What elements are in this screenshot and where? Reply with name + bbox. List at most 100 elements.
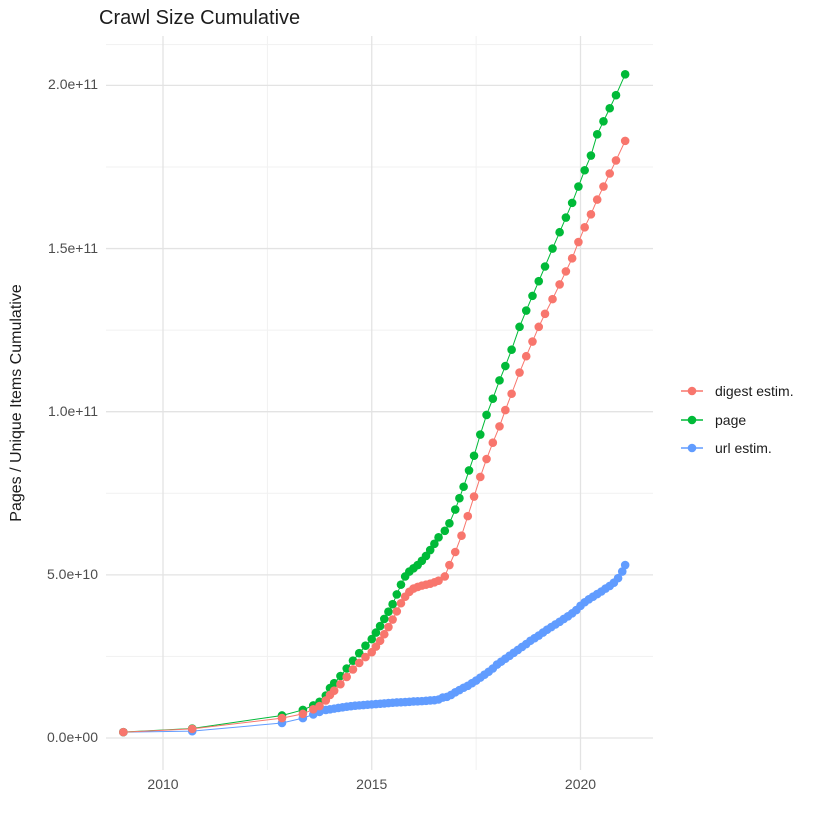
data-point bbox=[501, 361, 510, 371]
data-point bbox=[620, 70, 630, 79]
data-point bbox=[430, 539, 439, 549]
data-point bbox=[384, 607, 393, 617]
data-point bbox=[482, 454, 491, 464]
data-point bbox=[592, 195, 602, 204]
data-point bbox=[567, 198, 577, 208]
legend-key-dot bbox=[687, 386, 697, 396]
data-point bbox=[617, 567, 627, 576]
data-point bbox=[515, 322, 524, 332]
y-tick-label: 0.0e+00 bbox=[47, 729, 98, 745]
data-point bbox=[392, 590, 402, 599]
data-point bbox=[119, 727, 128, 737]
series-digest-estim bbox=[119, 136, 630, 737]
data-point bbox=[354, 648, 364, 658]
data-point bbox=[540, 309, 550, 319]
data-point bbox=[534, 322, 544, 332]
data-point bbox=[495, 422, 504, 431]
data-point bbox=[574, 237, 583, 247]
data-point bbox=[561, 213, 571, 222]
data-point bbox=[425, 545, 435, 555]
data-point bbox=[528, 337, 537, 346]
data-point bbox=[375, 621, 385, 631]
data-point bbox=[574, 182, 583, 191]
data-point bbox=[605, 169, 615, 178]
data-point bbox=[548, 294, 557, 304]
data-point bbox=[459, 482, 468, 492]
legend-key-icon bbox=[681, 415, 703, 425]
data-point bbox=[384, 622, 393, 632]
data-point bbox=[375, 636, 385, 646]
data-point bbox=[450, 505, 460, 514]
data-point bbox=[371, 628, 381, 637]
data-point bbox=[469, 451, 479, 461]
y-tick-label: 2.0e+11 bbox=[48, 76, 98, 93]
legend-key-dot bbox=[687, 443, 697, 453]
data-point bbox=[315, 701, 324, 711]
data-point bbox=[540, 262, 550, 271]
data-point bbox=[521, 306, 531, 315]
data-point bbox=[528, 291, 537, 301]
gridlines bbox=[106, 36, 653, 770]
data-point bbox=[445, 560, 454, 570]
data-point bbox=[440, 572, 450, 581]
x-tick-label: 2010 bbox=[147, 776, 179, 792]
data-point bbox=[476, 472, 485, 482]
data-point bbox=[613, 573, 623, 583]
data-point bbox=[495, 376, 504, 385]
data-point bbox=[450, 547, 460, 557]
data-point bbox=[396, 598, 406, 608]
data-point bbox=[586, 209, 596, 219]
data-point bbox=[476, 430, 485, 439]
legend-item-digest-estim: digest estim. bbox=[679, 377, 794, 406]
data-point bbox=[367, 634, 377, 644]
data-point bbox=[187, 724, 197, 734]
legend-key-dot bbox=[687, 415, 697, 425]
data-point bbox=[534, 276, 544, 286]
data-point bbox=[555, 280, 564, 289]
legend-item-label: digest estim. bbox=[715, 383, 794, 400]
data-point bbox=[507, 389, 516, 399]
data-point bbox=[329, 686, 339, 695]
y-tick-label: 5.0e+10 bbox=[47, 565, 98, 582]
x-tick-label: 2020 bbox=[564, 776, 597, 792]
data-point bbox=[620, 560, 630, 570]
data-point bbox=[482, 410, 491, 420]
data-point bbox=[555, 227, 564, 237]
data-point bbox=[457, 531, 466, 540]
data-point bbox=[488, 438, 498, 447]
data-point bbox=[501, 405, 510, 415]
data-point bbox=[561, 267, 571, 276]
data-point bbox=[342, 672, 352, 682]
data-point bbox=[354, 658, 364, 668]
data-point bbox=[379, 614, 389, 624]
series-page bbox=[119, 70, 630, 737]
data-point bbox=[580, 165, 589, 175]
data-point bbox=[586, 151, 596, 160]
data-point bbox=[463, 511, 473, 521]
data-point bbox=[611, 90, 621, 100]
y-tick-label: 1.0e+11 bbox=[48, 402, 98, 419]
data-point bbox=[392, 607, 402, 616]
data-point bbox=[592, 130, 602, 139]
data-point bbox=[620, 136, 630, 146]
legend-key-icon bbox=[681, 443, 703, 453]
data-point bbox=[361, 652, 370, 662]
legend: digest estim. page url estim. bbox=[679, 377, 794, 463]
data-point bbox=[445, 518, 454, 528]
data-point bbox=[396, 580, 406, 589]
data-point bbox=[488, 394, 498, 403]
data-point bbox=[361, 641, 370, 650]
legend-key-icon bbox=[681, 386, 703, 396]
data-point bbox=[379, 629, 389, 639]
x-tick-label: 2015 bbox=[356, 776, 388, 792]
data-point bbox=[521, 351, 531, 361]
data-point bbox=[348, 665, 358, 674]
data-point bbox=[507, 345, 516, 355]
legend-item-url-estim: url estim. bbox=[679, 434, 794, 463]
chart-title: Crawl Size Cumulative bbox=[99, 7, 301, 29]
y-tick-label: 1.5e+11 bbox=[48, 239, 98, 256]
legend-item-label: url estim. bbox=[715, 440, 772, 457]
data-point bbox=[599, 182, 608, 191]
